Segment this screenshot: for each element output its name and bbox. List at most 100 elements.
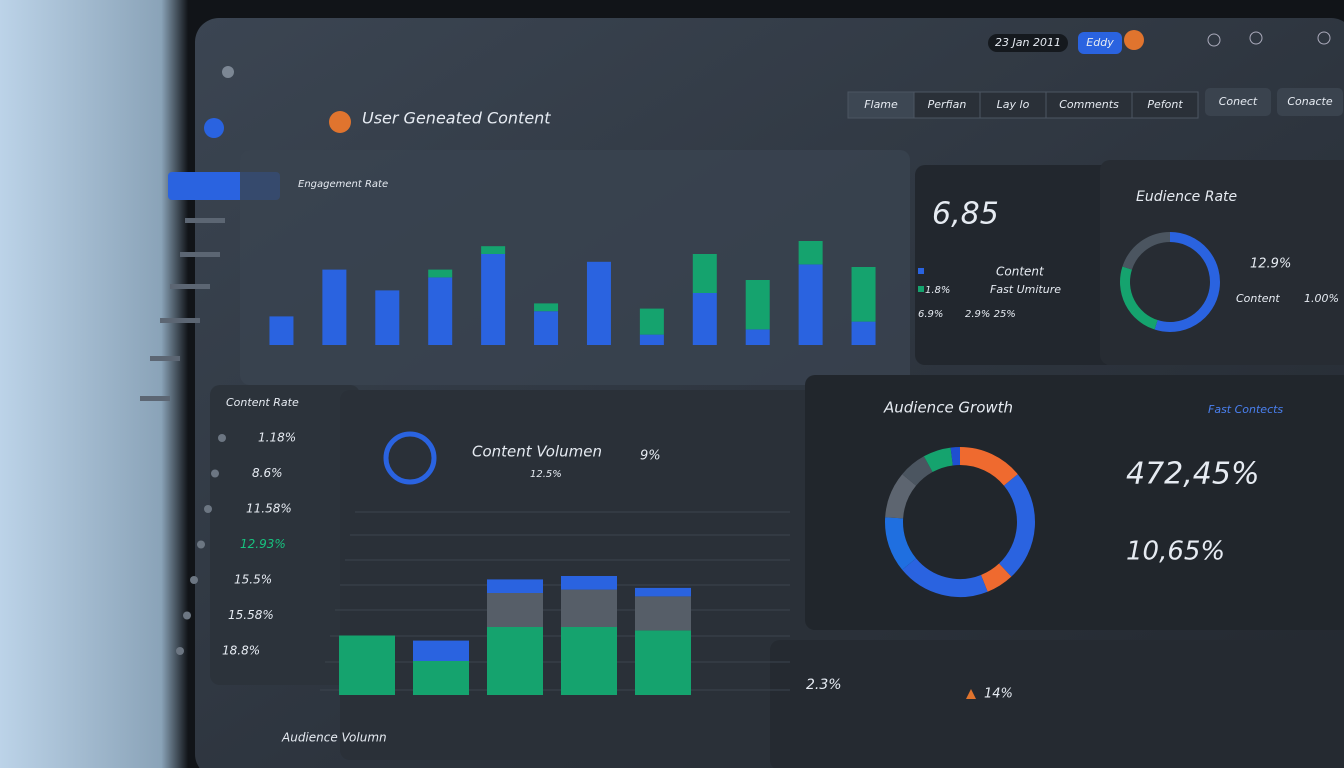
user-pill[interactable]	[1078, 32, 1122, 54]
stat-row: 6.9%	[918, 309, 943, 320]
card	[240, 150, 910, 385]
bar	[635, 587, 691, 597]
bar	[586, 261, 611, 345]
bar	[428, 277, 453, 345]
card	[915, 165, 1115, 365]
tab-label[interactable]: Lay lo	[997, 98, 1030, 111]
stat-value: 6,85	[932, 197, 999, 232]
title-icon	[329, 111, 351, 133]
list-value: 15.58%	[228, 608, 274, 622]
tab[interactable]	[1131, 91, 1199, 119]
button[interactable]	[1277, 88, 1343, 116]
donut-segment	[1154, 232, 1220, 332]
logo	[222, 66, 234, 78]
card-title: Eudience Rate	[1136, 189, 1237, 205]
donut-segment	[1120, 266, 1158, 330]
icon[interactable]	[1249, 31, 1263, 45]
list-icon	[204, 505, 212, 513]
bar	[639, 308, 664, 335]
icon[interactable]	[1207, 33, 1221, 47]
bar	[561, 627, 617, 695]
bar	[692, 293, 717, 345]
button-label[interactable]: Conect	[1219, 95, 1258, 108]
bar	[534, 311, 559, 345]
donut-label: 12.9%	[1250, 257, 1291, 272]
tab-label[interactable]: Flame	[864, 98, 898, 111]
tab[interactable]	[847, 91, 915, 119]
bar	[487, 627, 543, 695]
button-label[interactable]: Conacte	[1287, 95, 1332, 108]
card-title: Engagement Rate	[298, 179, 388, 190]
stat-row: 1.8%	[925, 285, 950, 296]
bar	[851, 267, 876, 322]
card	[210, 385, 360, 685]
donut-segment	[885, 474, 917, 519]
bar	[534, 303, 559, 312]
bar	[745, 280, 770, 330]
bar	[481, 246, 506, 254]
icon[interactable]	[1317, 31, 1331, 45]
stat: 14%	[984, 687, 1013, 702]
donut-segment	[998, 474, 1035, 577]
page-title: User Geneated Content	[362, 109, 551, 128]
tab[interactable]	[1045, 91, 1133, 119]
donut-label: Content	[1236, 292, 1280, 305]
stat-value: 10,65%	[1126, 537, 1225, 567]
legend: Content	[996, 265, 1045, 279]
tab[interactable]	[979, 91, 1047, 119]
stat: 2.3%	[806, 677, 842, 693]
donut-segment	[950, 447, 961, 466]
tab-label[interactable]: Perfian	[928, 98, 967, 111]
tab-label[interactable]: Pefont	[1147, 98, 1183, 111]
bar	[851, 321, 876, 345]
card	[1100, 160, 1344, 365]
user[interactable]: Eddy	[1086, 36, 1114, 49]
button[interactable]	[1205, 88, 1271, 116]
list-icon	[183, 611, 191, 620]
card	[805, 375, 1344, 630]
legend: 12.5%	[530, 469, 562, 480]
legend: Fast Umiture	[990, 283, 1061, 296]
bar	[481, 254, 506, 345]
card	[770, 640, 1344, 768]
list-value: 8.6%	[252, 466, 283, 480]
donut-segment	[959, 447, 1018, 486]
bar	[339, 635, 395, 695]
link[interactable]: Fast Contects	[1208, 403, 1283, 416]
bar	[561, 589, 617, 627]
avatar[interactable]	[1124, 30, 1144, 50]
legend-swatch	[918, 286, 924, 292]
bar	[375, 290, 400, 345]
list-value: 12.93%	[240, 537, 286, 551]
tab[interactable]	[913, 91, 981, 119]
donut-segment	[980, 563, 1012, 592]
bar	[745, 329, 770, 345]
card-title: Content Volumen	[472, 443, 602, 461]
donut-segment	[885, 517, 917, 570]
bar	[322, 269, 347, 345]
bar	[692, 254, 717, 293]
bar	[798, 241, 823, 265]
volume-icon	[383, 431, 437, 485]
bar	[639, 334, 664, 345]
list-value: 1.18%	[258, 431, 296, 445]
bar	[635, 596, 691, 631]
bar	[413, 661, 469, 695]
app-icon	[204, 118, 224, 138]
card-title: Content Rate	[226, 396, 299, 409]
list-value: 15.5%	[234, 573, 272, 587]
card-footer: Audience Volumn	[281, 731, 387, 745]
tab-label[interactable]: Comments	[1059, 98, 1119, 111]
date: 23 Jan 2011	[995, 36, 1061, 49]
stat: 9%	[640, 449, 661, 464]
bar	[487, 579, 543, 593]
donut-segment	[902, 456, 933, 486]
bar	[428, 269, 453, 278]
list-icon	[190, 576, 198, 584]
list-icon	[211, 469, 219, 478]
donut-label: 1.00%	[1304, 292, 1339, 305]
bar	[635, 630, 691, 695]
card-title: Audience Growth	[883, 399, 1013, 417]
bar	[561, 576, 617, 590]
